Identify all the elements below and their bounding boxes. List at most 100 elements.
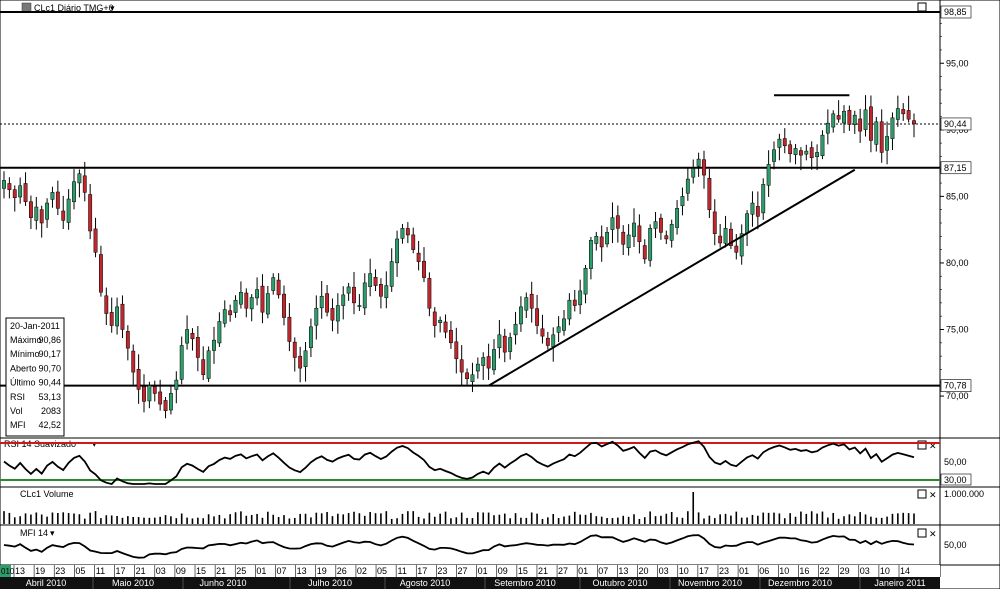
volume-bar	[256, 513, 258, 524]
volume-bar	[573, 511, 576, 524]
candle	[825, 109, 830, 145]
candle	[325, 284, 329, 317]
volume-bar	[363, 515, 366, 524]
volume-bar	[751, 514, 754, 524]
candle-series	[2, 95, 916, 419]
volume-bar	[493, 515, 495, 524]
chevron-down-icon[interactable]: ▾	[110, 3, 115, 13]
candle	[712, 199, 717, 246]
month-label: Janeiro 2011	[874, 578, 925, 588]
day-label: 11	[397, 566, 406, 576]
candle	[373, 269, 378, 292]
volume-bar	[832, 512, 835, 524]
chevron-down-icon[interactable]: ▾	[50, 528, 55, 538]
candle	[594, 231, 599, 251]
maximize-icon[interactable]	[917, 440, 927, 450]
day-label: 26	[337, 566, 347, 576]
candle	[605, 226, 609, 248]
candle	[626, 224, 631, 256]
volume-bar	[261, 517, 264, 524]
volume-bar	[778, 513, 781, 524]
volume-bar	[606, 518, 608, 524]
close-icon[interactable]: ✕	[929, 490, 937, 500]
mfi-line	[3, 534, 915, 559]
candle	[255, 277, 259, 306]
candle	[18, 177, 23, 204]
candle	[696, 152, 701, 177]
day-label: 01	[578, 566, 588, 576]
volume-bar	[396, 518, 398, 524]
maximize-icon[interactable]	[917, 489, 927, 499]
candle	[578, 279, 583, 315]
volume-bar	[132, 516, 135, 524]
day-label: 17	[116, 566, 126, 576]
price-level-label: 87,15	[944, 163, 967, 173]
close-icon[interactable]: ✕	[929, 441, 937, 451]
mfi-title: MFI 14	[20, 528, 48, 538]
volume-bar	[24, 513, 27, 524]
volume-bar	[250, 514, 253, 524]
volume-bar	[164, 515, 167, 524]
volume-bar	[137, 517, 140, 524]
candle	[615, 205, 620, 243]
volume-bar	[401, 513, 404, 524]
volume-bar	[740, 517, 743, 524]
close-icon[interactable]: ✕	[929, 529, 937, 539]
volume-bar	[100, 518, 102, 524]
candle	[438, 316, 443, 333]
day-label: 13	[618, 566, 628, 576]
volume-bar	[105, 515, 108, 524]
volume-panel: CLc1 Volume ✕ 1.000.000	[3, 489, 984, 524]
month-label: Agosto 2010	[400, 578, 451, 588]
volume-bar	[827, 517, 829, 524]
candle	[222, 300, 227, 328]
candle	[675, 200, 679, 235]
candle	[545, 331, 550, 350]
day-label: 14	[900, 566, 910, 576]
candle	[260, 274, 265, 324]
volume-bar	[800, 511, 802, 524]
day-label: 09	[498, 566, 508, 576]
month-label: Outubro 2010	[592, 578, 647, 588]
volume-bar	[460, 512, 463, 524]
info-label: Máximo	[10, 335, 42, 345]
candle	[648, 224, 653, 267]
candle	[508, 332, 513, 360]
volume-bar	[676, 517, 678, 524]
volume-bar	[180, 513, 183, 524]
volume-bar	[121, 517, 124, 524]
candle	[685, 167, 690, 201]
volume-bar	[907, 513, 910, 524]
rsi-axis-label-50: 50,00	[944, 457, 967, 467]
candle	[276, 273, 281, 299]
candle	[562, 309, 566, 336]
volume-bar	[724, 513, 727, 524]
volume-bar	[687, 511, 689, 524]
candle	[50, 186, 55, 208]
volume-bar	[843, 516, 845, 524]
volume-bar	[853, 516, 856, 524]
candle	[228, 304, 233, 322]
panel-menu-icon[interactable]	[21, 2, 32, 13]
volume-bar	[477, 512, 479, 524]
volume-bar	[762, 512, 765, 524]
day-label: 16	[799, 566, 809, 576]
svg-text:010: 010	[1, 567, 15, 576]
candle	[432, 307, 437, 338]
maximize-icon[interactable]	[917, 528, 927, 538]
volume-bar	[638, 518, 641, 524]
candle	[99, 245, 103, 297]
volume-bar	[116, 515, 118, 524]
volume-bar	[320, 513, 323, 524]
candle	[249, 294, 254, 322]
volume-bar	[746, 517, 748, 524]
candle	[271, 273, 276, 295]
volume-bar	[622, 515, 625, 524]
month-label: Novembro 2010	[678, 578, 742, 588]
info-label: RSI	[10, 392, 25, 402]
candle	[540, 314, 545, 344]
price-level-label: 98,85	[944, 7, 967, 17]
volume-bar	[304, 513, 307, 524]
candle	[314, 295, 319, 340]
